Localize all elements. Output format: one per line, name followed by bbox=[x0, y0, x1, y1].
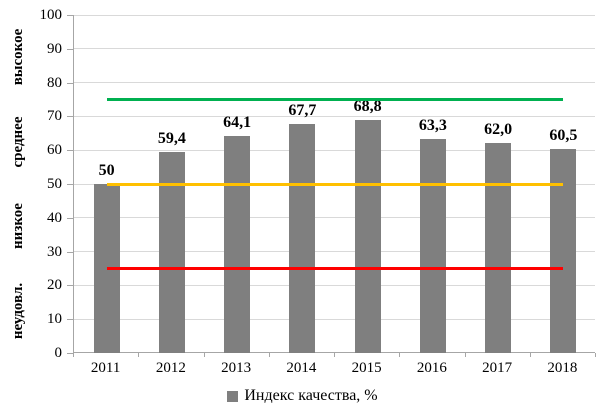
x-axis-label: 2013 bbox=[221, 360, 252, 376]
bar-value-label: 63,3 bbox=[418, 117, 447, 135]
gridline bbox=[74, 251, 595, 253]
high-threshold-line bbox=[106, 98, 564, 101]
y-tick-mark bbox=[67, 116, 73, 118]
bar-2012 bbox=[158, 152, 185, 353]
y-tick-mark bbox=[67, 82, 73, 84]
y-tick-mark bbox=[67, 48, 73, 50]
y-tick-label: 50 bbox=[47, 176, 62, 192]
x-axis-label: 2012 bbox=[155, 360, 186, 376]
y-tick-mark bbox=[67, 150, 73, 152]
y-tick-mark bbox=[67, 184, 73, 185]
y-tick-label: 10 bbox=[47, 311, 62, 328]
y-tick-mark bbox=[67, 319, 73, 321]
x-axis-label: 2015 bbox=[351, 360, 382, 376]
x-axis-label: 2014 bbox=[286, 360, 317, 376]
bar-value-label: 62,0 bbox=[484, 121, 513, 139]
x-tick-mark bbox=[334, 353, 335, 357]
mid-threshold-line bbox=[106, 182, 564, 186]
low-threshold-line bbox=[106, 267, 564, 270]
gridline bbox=[74, 284, 595, 286]
y-tick-mark bbox=[67, 353, 73, 354]
y-tick-label: 70 bbox=[47, 108, 62, 125]
gridline bbox=[74, 318, 595, 320]
bar-2018 bbox=[550, 148, 577, 353]
legend: Индекс качества, % bbox=[0, 387, 605, 405]
x-tick-mark bbox=[73, 353, 74, 357]
bar-2014 bbox=[289, 124, 316, 353]
y-tick-label: 30 bbox=[47, 243, 62, 260]
gridline bbox=[74, 48, 595, 50]
x-tick-mark bbox=[595, 353, 596, 357]
bar-2013 bbox=[224, 136, 251, 353]
bar-value-label: 59,4 bbox=[157, 130, 186, 148]
bar-2015 bbox=[354, 120, 381, 353]
x-tick-mark bbox=[138, 353, 140, 357]
y-band-label: неудовл. bbox=[10, 282, 26, 339]
gridline bbox=[74, 115, 595, 117]
y-tick-label: 100 bbox=[39, 7, 63, 23]
legend-label: Индекс качества, % bbox=[244, 387, 378, 404]
legend-swatch bbox=[227, 390, 239, 402]
bar-value-label: 68,8 bbox=[353, 98, 382, 116]
gridline bbox=[74, 14, 595, 16]
x-tick-mark bbox=[529, 353, 531, 357]
x-tick-mark bbox=[268, 353, 270, 357]
x-axis-label: 2017 bbox=[482, 360, 513, 376]
plot-area: 50 59,4 64,1 67,7 68,8 63,3 62,0 60,5 bbox=[73, 14, 595, 353]
y-tick-label: 80 bbox=[47, 74, 62, 91]
x-axis-label: 2011 bbox=[90, 360, 121, 376]
bar-2017 bbox=[485, 143, 512, 353]
x-tick-mark bbox=[464, 353, 466, 357]
gridline bbox=[74, 149, 595, 151]
bar-value-label: 64,1 bbox=[223, 114, 252, 132]
bar-2016 bbox=[419, 139, 446, 353]
y-tick-label: 0 bbox=[54, 345, 63, 361]
y-tick-label: 90 bbox=[47, 40, 62, 57]
y-tick-label: 20 bbox=[47, 277, 62, 294]
x-axis-label: 2016 bbox=[416, 360, 447, 376]
bar-value-label: 60,5 bbox=[549, 126, 578, 144]
y-tick-mark bbox=[67, 251, 73, 253]
x-axis-label: 2018 bbox=[547, 360, 578, 376]
y-tick-label: 40 bbox=[47, 209, 62, 226]
bar-value-label: 50 bbox=[98, 162, 115, 179]
gridline bbox=[74, 217, 595, 219]
x-tick-mark bbox=[203, 353, 205, 357]
y-tick-mark bbox=[67, 15, 73, 16]
y-tick-mark bbox=[67, 217, 73, 219]
bar-value-label: 67,7 bbox=[288, 102, 317, 120]
y-tick-mark bbox=[67, 285, 73, 287]
y-tick-label: 60 bbox=[47, 142, 62, 159]
x-tick-mark bbox=[399, 353, 401, 357]
gridline bbox=[74, 82, 595, 84]
